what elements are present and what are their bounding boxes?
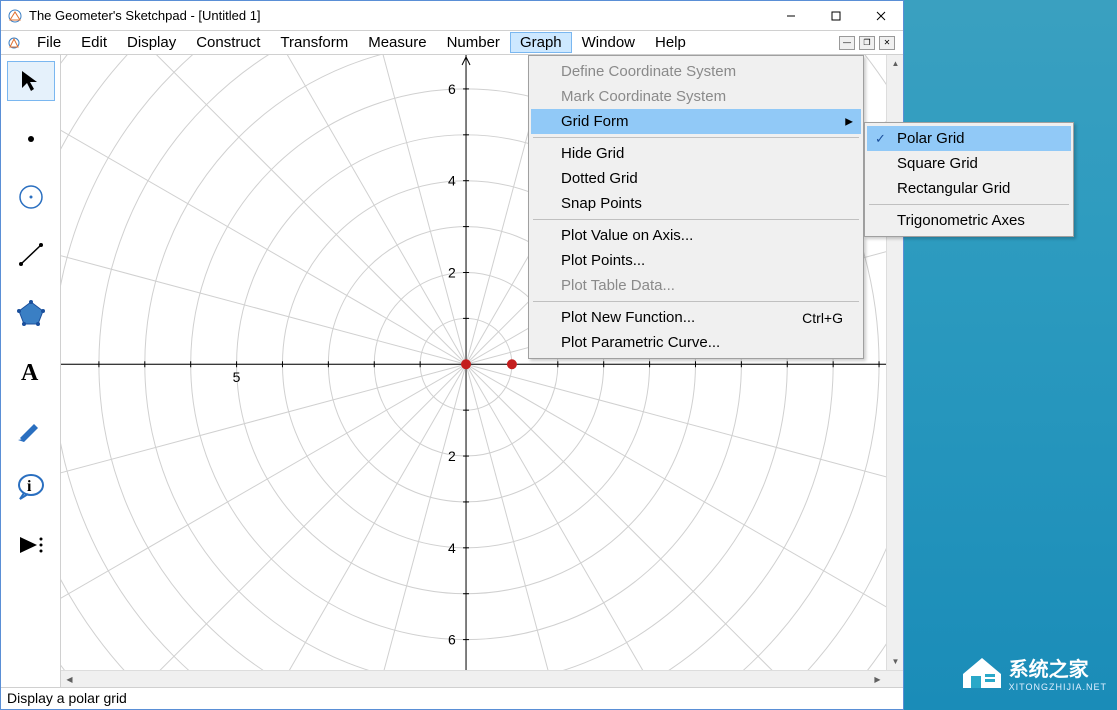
- document-icon: [7, 36, 21, 50]
- svg-text:6: 6: [448, 632, 456, 648]
- straightedge-tool[interactable]: [7, 235, 55, 275]
- status-bar: Display a polar grid: [1, 687, 903, 709]
- watermark-main: 系统之家: [1009, 653, 1107, 682]
- toolbox: Ai: [1, 55, 61, 687]
- menuitem-mark-coordinate-system: Mark Coordinate System: [531, 84, 861, 109]
- window-title: The Geometer's Sketchpad - [Untitled 1]: [29, 8, 768, 23]
- menu-window[interactable]: Window: [572, 32, 645, 53]
- scroll-right-arrow-icon[interactable]: ▶: [869, 671, 886, 687]
- menu-construct[interactable]: Construct: [186, 32, 270, 53]
- menu-display[interactable]: Display: [117, 32, 186, 53]
- menuitem-square-grid[interactable]: Square Grid: [867, 151, 1071, 176]
- menuitem-hide-grid[interactable]: Hide Grid: [531, 141, 861, 166]
- horizontal-scrollbar[interactable]: ◀ ▶: [61, 670, 903, 687]
- scroll-left-arrow-icon[interactable]: ◀: [61, 671, 78, 687]
- mdi-minimize-button[interactable]: —: [839, 36, 855, 50]
- menuitem-plot-parametric-curve[interactable]: Plot Parametric Curve...: [531, 330, 861, 355]
- svg-text:4: 4: [448, 540, 456, 556]
- mdi-restore-button[interactable]: ❐: [859, 36, 875, 50]
- scroll-up-arrow-icon[interactable]: ▲: [887, 55, 903, 72]
- compass-tool[interactable]: [7, 177, 55, 217]
- selection-arrow-tool[interactable]: [7, 61, 55, 101]
- menu-file[interactable]: File: [27, 32, 71, 53]
- menu-edit[interactable]: Edit: [71, 32, 117, 53]
- submenu-arrow-icon: ▶: [845, 116, 853, 127]
- title-bar[interactable]: The Geometer's Sketchpad - [Untitled 1]: [1, 1, 903, 31]
- watermark-sub: XITONGZHIJIA.NET: [1009, 682, 1107, 692]
- text-tool[interactable]: A: [7, 351, 55, 391]
- menu-transform[interactable]: Transform: [270, 32, 358, 53]
- menuitem-polar-grid[interactable]: Polar Grid✓: [867, 126, 1071, 151]
- menuitem-plot-new-function[interactable]: Plot New Function...Ctrl+G: [531, 305, 861, 330]
- window-controls: [768, 1, 903, 31]
- house-icon: [959, 652, 1005, 692]
- information-tool[interactable]: i: [7, 467, 55, 507]
- status-text: Display a polar grid: [7, 690, 127, 706]
- svg-text:5: 5: [233, 369, 241, 385]
- menu-separator: [533, 301, 859, 302]
- menuitem-plot-table-data: Plot Table Data...: [531, 273, 861, 298]
- menuitem-plot-value-on-axis[interactable]: Plot Value on Axis...: [531, 223, 861, 248]
- menu-separator: [533, 137, 859, 138]
- custom-tool[interactable]: [7, 525, 55, 565]
- shortcut-label: Ctrl+G: [802, 310, 843, 326]
- menu-graph[interactable]: Graph: [510, 32, 572, 53]
- scroll-down-arrow-icon[interactable]: ▼: [887, 653, 903, 670]
- menuitem-snap-points[interactable]: Snap Points: [531, 191, 861, 216]
- svg-text:A: A: [21, 360, 39, 384]
- point-tool[interactable]: [7, 119, 55, 159]
- svg-text:6: 6: [448, 81, 456, 97]
- menuitem-define-coordinate-system: Define Coordinate System: [531, 59, 861, 84]
- menu-number[interactable]: Number: [437, 32, 510, 53]
- app-icon: [7, 8, 23, 24]
- graph-menu-dropdown: Define Coordinate SystemMark Coordinate …: [528, 55, 864, 359]
- marker-tool[interactable]: [7, 409, 55, 449]
- svg-text:2: 2: [448, 264, 456, 280]
- svg-text:2: 2: [448, 448, 456, 464]
- mdi-controls: — ❐ ✕: [839, 36, 899, 50]
- gridform-submenu: Polar Grid✓Square GridRectangular Grid Tr…: [864, 122, 1074, 237]
- watermark: 系统之家 XITONGZHIJIA.NET: [959, 652, 1107, 692]
- menu-separator: [869, 204, 1069, 205]
- menu-help[interactable]: Help: [645, 32, 696, 53]
- mdi-close-button[interactable]: ✕: [879, 36, 895, 50]
- menu-measure[interactable]: Measure: [358, 32, 436, 53]
- minimize-button[interactable]: [768, 1, 813, 31]
- menuitem-rectangular-grid[interactable]: Rectangular Grid: [867, 176, 1071, 201]
- menuitem-trigonometric-axes[interactable]: Trigonometric Axes: [867, 208, 1071, 233]
- polygon-tool[interactable]: [7, 293, 55, 333]
- menuitem-plot-points[interactable]: Plot Points...: [531, 248, 861, 273]
- maximize-button[interactable]: [813, 1, 858, 31]
- menuitem-grid-form[interactable]: Grid Form▶: [531, 109, 861, 134]
- svg-text:i: i: [27, 478, 32, 495]
- menu-separator: [533, 219, 859, 220]
- check-icon: ✓: [875, 131, 886, 147]
- menu-bar: FileEditDisplayConstructTransformMeasure…: [1, 31, 903, 55]
- menuitem-dotted-grid[interactable]: Dotted Grid: [531, 166, 861, 191]
- svg-text:4: 4: [448, 173, 456, 189]
- close-button[interactable]: [858, 1, 903, 31]
